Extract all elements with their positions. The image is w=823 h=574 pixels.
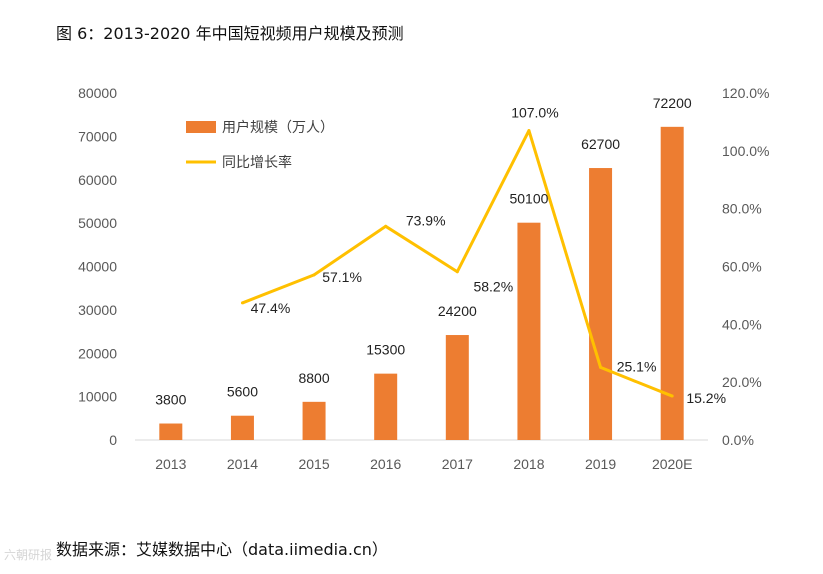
bar-value-label: 8800 (298, 370, 329, 386)
y-left-tick-label: 50000 (78, 215, 117, 231)
watermark: 六朝研报 (4, 548, 53, 562)
data-labels-layer: 3800 5600 8800 15300 24200 50100 62700 72200 47.… (155, 95, 726, 408)
legend-swatch-bar (186, 121, 216, 133)
y-left-tick-label: 30000 (78, 302, 117, 318)
growth-point-2016 (384, 224, 388, 228)
growth-point-2015 (312, 273, 316, 277)
y-right-tick-label: 120.0% (722, 85, 769, 101)
bar-value-label: 50100 (509, 191, 548, 207)
growth-point-2019 (599, 365, 603, 369)
figure-title: 图 6：2013-2020 年中国短视频用户规模及预测 (56, 24, 404, 43)
bar-2020E (660, 126, 684, 441)
growth-value-label: 57.1% (322, 269, 362, 285)
growth-value-label: 47.4% (251, 300, 291, 316)
x-tick-label: 2013 (155, 456, 186, 472)
bar-value-label: 72200 (653, 95, 692, 111)
growth-point-2017 (455, 270, 459, 274)
bar-2015 (302, 401, 326, 440)
bars-layer (159, 126, 684, 441)
growth-value-label: 58.2% (473, 279, 513, 295)
x-tick-label: 2014 (227, 456, 258, 472)
y-left-tick-label: 40000 (78, 259, 117, 275)
bar-value-label: 62700 (581, 136, 620, 152)
bar-2018 (517, 222, 541, 440)
bar-2014 (230, 415, 254, 440)
growth-value-label: 15.2% (686, 390, 726, 406)
x-tick-label: 2016 (370, 456, 401, 472)
x-tick-label: 2015 (298, 456, 329, 472)
bar-2017 (445, 335, 469, 440)
growth-value-label: 107.0% (511, 105, 558, 121)
y-right-tick-label: 40.0% (722, 316, 762, 332)
bar-value-label: 15300 (366, 342, 405, 358)
y-right-tick-label: 80.0% (722, 201, 762, 217)
x-tick-label: 2019 (585, 456, 616, 472)
growth-value-label: 73.9% (406, 212, 446, 228)
bar-value-label: 3800 (155, 392, 186, 408)
bar-2019 (589, 168, 613, 440)
legend-label-line: 同比增长率 (222, 154, 292, 171)
y-left-tick-label: 0 (109, 432, 117, 448)
y-right-tick-label: 100.0% (722, 143, 769, 159)
growth-point-2018 (527, 129, 531, 133)
y-right-tick-label: 0.0% (722, 432, 754, 448)
y-left-tick-label: 80000 (78, 85, 117, 101)
bar-value-label: 24200 (438, 303, 477, 319)
y-right-tick-label: 20.0% (722, 374, 762, 390)
bar-2016 (374, 373, 398, 440)
axes-layer: 0 10000 20000 30000 40000 50000 60000 70000 8000… (78, 85, 769, 472)
x-tick-label: 2020E (652, 456, 692, 472)
x-tick-label: 2018 (513, 456, 544, 472)
y-left-tick-label: 60000 (78, 172, 117, 188)
bar-2013 (159, 423, 183, 440)
y-left-tick-label: 10000 (78, 389, 117, 405)
source-note: 数据来源：艾媒数据中心（data.iimedia.cn） (56, 540, 388, 559)
growth-point-2020E (670, 394, 674, 398)
y-left-tick-label: 20000 (78, 345, 117, 361)
legend: 用户规模（万人） 同比增长率 (186, 119, 334, 171)
y-right-tick-label: 60.0% (722, 259, 762, 275)
growth-value-label: 25.1% (617, 358, 657, 374)
growth-point-2014 (240, 301, 244, 305)
bar-value-label: 5600 (227, 384, 258, 400)
x-tick-label: 2017 (442, 456, 473, 472)
line-layer (240, 129, 674, 398)
legend-label-bar: 用户规模（万人） (222, 119, 334, 136)
y-left-tick-label: 70000 (78, 128, 117, 144)
